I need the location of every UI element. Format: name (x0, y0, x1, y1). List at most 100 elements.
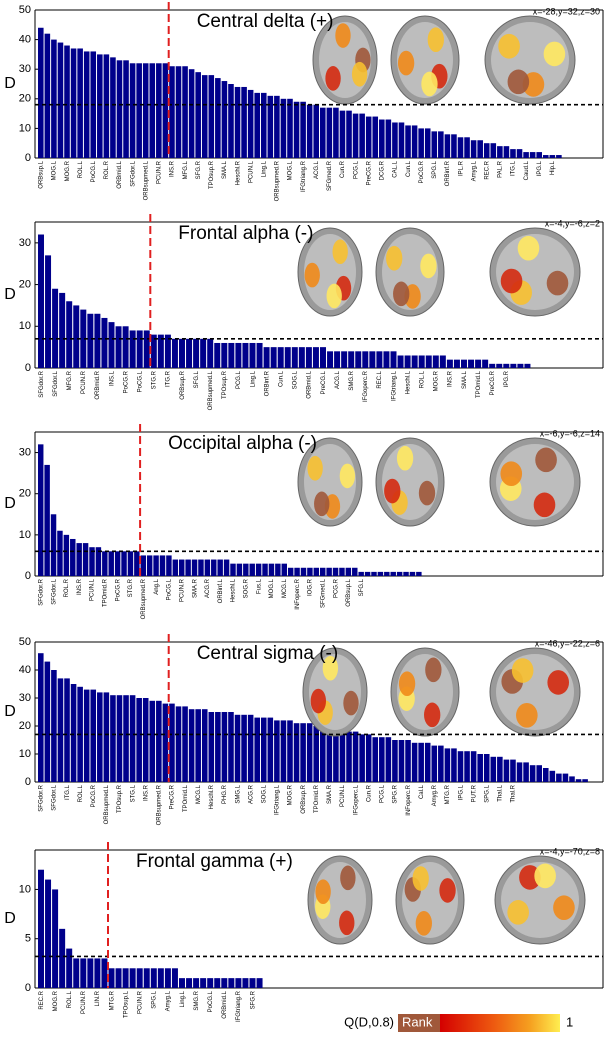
x-tick-label: ORBsupmed.L (104, 784, 110, 824)
x-tick-label: SOG.L (293, 370, 299, 389)
x-tick-label: SMG.L (235, 784, 241, 803)
bar (254, 717, 260, 782)
x-tick-label: TPOsup.R (222, 370, 228, 399)
x-tick-label: SMA.L (462, 370, 468, 389)
bar (134, 551, 140, 576)
bar (142, 698, 149, 782)
bar (243, 563, 249, 576)
bar (439, 355, 446, 368)
y-tick-label: 20 (19, 93, 31, 105)
bar (277, 347, 284, 368)
x-tick-label: PCG.R (333, 578, 339, 598)
bar (193, 338, 200, 368)
bar (162, 63, 169, 158)
bar (249, 978, 256, 988)
x-tick-label: SFG.R (196, 160, 202, 179)
x-tick-label: STG.R (128, 578, 134, 597)
bar (108, 968, 115, 988)
bar (432, 355, 439, 368)
bar (122, 968, 129, 988)
bar (377, 571, 384, 576)
x-tick-label: IPG.L (458, 784, 464, 800)
bar (470, 751, 477, 782)
y-tick-label: 5 (25, 933, 31, 945)
bar (247, 89, 254, 158)
brain-activation (534, 863, 556, 889)
bar (44, 464, 50, 576)
bar (66, 948, 73, 988)
bar (267, 717, 274, 782)
bar (517, 363, 524, 368)
bar (372, 737, 379, 782)
bar (179, 338, 185, 368)
bar (385, 119, 392, 158)
bar (483, 143, 490, 158)
x-tick-label: IFGtriang.L (391, 370, 397, 401)
x-tick-label: Amyg.L (471, 160, 477, 181)
x-tick-label: MOG.R (53, 990, 59, 1011)
x-tick-label: TPOmid.L (183, 784, 189, 812)
coordinates: x=-4,y=-6,z=2 (545, 218, 600, 228)
brain-activation (397, 50, 415, 76)
chart-title: Frontal alpha (-) (178, 223, 313, 244)
bar (157, 334, 164, 368)
bar (249, 342, 256, 368)
bar (320, 107, 326, 158)
bar (496, 363, 503, 368)
x-tick-label: SMA.L (222, 160, 228, 179)
bar (129, 330, 136, 368)
bar (385, 737, 392, 782)
x-tick-label: IOG.R (308, 578, 314, 596)
x-tick-label: Ling.L (250, 370, 256, 387)
x-tick-label: ORBsupmed.R (157, 784, 163, 825)
bar (214, 342, 221, 368)
brain-activation (325, 66, 341, 91)
bar (291, 347, 298, 368)
x-tick-label: INS.R (143, 784, 149, 801)
brain-activation (339, 910, 355, 936)
bar (129, 695, 136, 782)
bar (136, 968, 143, 988)
bar (150, 334, 157, 368)
bar (195, 72, 201, 158)
bar (483, 754, 490, 782)
bar (404, 355, 411, 368)
x-tick-label: PCUN.R (157, 160, 163, 184)
bar (50, 514, 57, 576)
bar (66, 301, 73, 368)
x-tick-label: ORBsupmed.R (275, 160, 281, 201)
colorbar (440, 1014, 560, 1032)
bar (110, 57, 116, 158)
bar (247, 714, 254, 782)
y-tick-label: 0 (25, 362, 31, 374)
x-tick-label: PoCG.R (91, 784, 97, 807)
bar (341, 351, 348, 368)
x-tick-label: MOG.L (52, 160, 58, 180)
x-tick-label: MOG.R (288, 784, 294, 805)
bar (523, 762, 529, 782)
bar (171, 338, 178, 368)
bar (108, 551, 114, 576)
y-axis-label: D (4, 75, 16, 92)
x-tick-label: ACG.L (335, 370, 341, 389)
bar (510, 363, 517, 368)
x-tick-label: Heschl.R (235, 160, 241, 185)
y-tick-label: 30 (19, 692, 31, 704)
x-tick-label: MTG.R (445, 784, 451, 804)
brain-activation (421, 71, 438, 97)
bar (200, 978, 207, 988)
bar (63, 534, 70, 576)
bar (345, 567, 352, 576)
bar (201, 75, 208, 158)
bar (464, 137, 470, 158)
bar (136, 330, 143, 368)
bar (444, 748, 451, 782)
bar (287, 720, 293, 782)
bar (249, 563, 255, 576)
x-tick-label: STG.R (152, 370, 158, 389)
y-tick-label: 0 (25, 570, 31, 582)
bar (102, 551, 108, 576)
bar (166, 555, 172, 576)
y-tick-label: 0 (25, 982, 31, 994)
bar (477, 754, 483, 782)
